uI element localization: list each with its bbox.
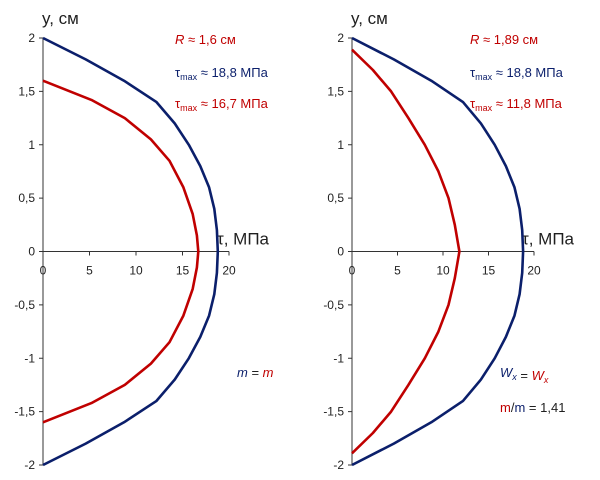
annotation-value: ≈ 1,89 см (479, 32, 538, 47)
y-tick-label: 2 (28, 31, 35, 45)
y-tick-label: 0,5 (327, 191, 344, 205)
y-tick-label: -1 (24, 351, 35, 365)
y-tick-label: 0 (337, 245, 344, 259)
y-axis-label: y, см (351, 9, 388, 28)
series-line-2 (351, 48, 461, 455)
annotation-part: m (514, 400, 525, 415)
annotation-part: = (248, 365, 263, 380)
y-tick-label: 1 (337, 138, 344, 152)
annotation-subscript: max (180, 103, 198, 113)
x-tick-label: 5 (394, 264, 401, 278)
annotation-symbol: τ (175, 65, 181, 80)
annotation-symbol: R (175, 32, 184, 47)
annotation-value: ≈ 11,8 МПа (492, 96, 562, 111)
y-tick-label: 0 (28, 245, 35, 259)
series-line-1 (351, 36, 525, 467)
y-tick-label: 1,5 (18, 84, 35, 98)
y-tick-label: 0,5 (18, 191, 35, 205)
y-tick-label: 1 (28, 138, 35, 152)
annotation-5: m/m = 1,41 (500, 400, 565, 415)
y-tick-label: 2 (337, 31, 344, 45)
annotation-3: τmax ≈ 16,7 МПа (175, 96, 269, 113)
annotation-2: τmax ≈ 18,8 МПа (175, 65, 269, 82)
y-tick-label: 1,5 (327, 84, 344, 98)
x-tick-label: 15 (176, 264, 190, 278)
annotation-value: ≈ 18,8 МПа (197, 65, 268, 80)
x-tick-label: 10 (129, 264, 143, 278)
y-tick-label: -1,5 (14, 405, 35, 419)
annotation-subscript: max (475, 103, 493, 113)
chart-panel-2: 2 1,5 1 0,5 0 -0,5 -1 -1,5 -2 0 5 10 15 20 y, см τ, МПа… (323, 9, 574, 472)
x-tick-label: 20 (527, 264, 541, 278)
y-tick-label: -0,5 (14, 298, 35, 312)
y-tick-label: -2 (24, 458, 35, 472)
annotation-1: R ≈ 1,6 см (175, 32, 236, 47)
x-axis-label: τ, МПа (522, 230, 575, 249)
series-line-1 (42, 36, 220, 467)
annotation-3: τmax ≈ 11,8 МПа (470, 96, 563, 113)
annotation-value: ≈ 18,8 МПа (492, 65, 563, 80)
annotation-part: x (511, 372, 517, 382)
x-tick-label: 20 (222, 264, 236, 278)
annotation-2: τmax ≈ 18,8 МПа (470, 65, 564, 82)
series-line-2 (42, 79, 200, 424)
x-tick-label: 10 (436, 264, 450, 278)
annotation-value: ≈ 16,7 МПа (197, 96, 268, 111)
x-axis-label: τ, МПа (217, 230, 270, 249)
annotation-subscript: max (180, 72, 198, 82)
annotation-subscript: max (475, 72, 493, 82)
x-tick-label: 0 (349, 264, 356, 278)
x-tick-label: 15 (482, 264, 496, 278)
annotation-part: x (543, 375, 549, 385)
annotation-4: m = m (237, 365, 274, 380)
annotation-1: R ≈ 1,89 см (470, 32, 538, 47)
annotation-value: ≈ 1,6 см (184, 32, 236, 47)
annotation-symbol: R (470, 32, 479, 47)
annotation-part: m (237, 365, 248, 380)
annotation-part: / (511, 400, 515, 415)
y-tick-label: -0,5 (323, 298, 344, 312)
y-tick-label: -2 (333, 458, 344, 472)
chart-panel-1: 2 1,5 1 0,5 0 -0,5 -1 -1,5 -2 0 5 10 15 20 y, см τ, МПа… (14, 9, 273, 472)
annotation-symbol: τ (175, 96, 181, 111)
x-tick-label: 0 (40, 264, 47, 278)
y-axis-label: y, см (42, 9, 79, 28)
y-tick-label: -1,5 (323, 405, 344, 419)
annotation-part: m (500, 400, 511, 415)
annotation-part: W (532, 368, 546, 383)
annotation-part: W (500, 365, 514, 380)
annotation-4: Wx = Wx (500, 365, 549, 385)
annotation-symbol: τ (470, 96, 476, 111)
annotation-part: m (263, 365, 274, 380)
x-tick-label: 5 (86, 264, 93, 278)
annotation-part: = 1,41 (525, 400, 565, 415)
annotation-symbol: τ (470, 65, 476, 80)
annotation-part: = (517, 368, 532, 383)
y-tick-label: -1 (333, 351, 344, 365)
